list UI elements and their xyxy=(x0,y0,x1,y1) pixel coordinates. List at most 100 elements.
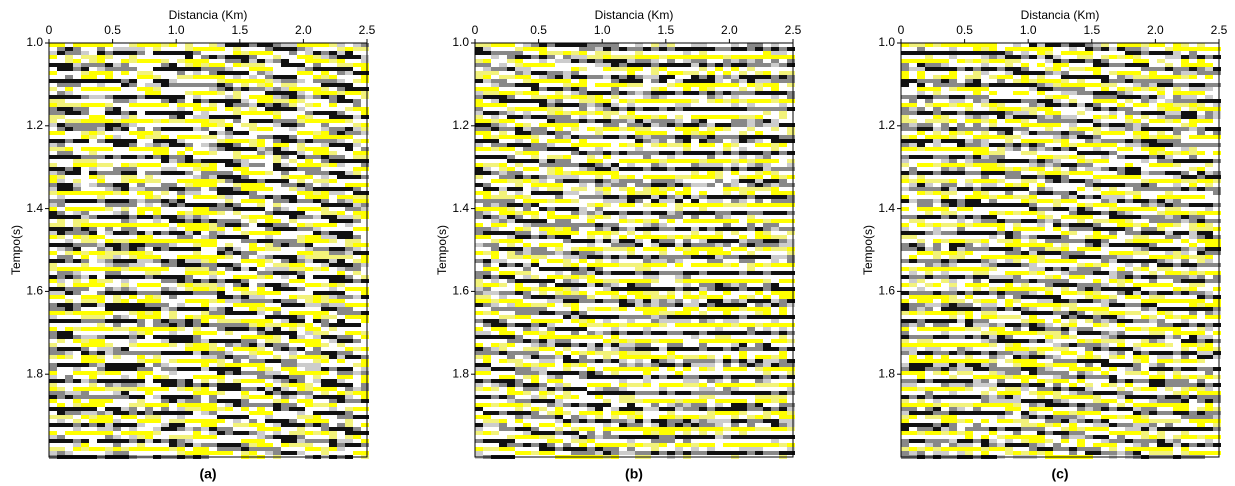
seismic-cell xyxy=(563,239,571,243)
seismic-cell xyxy=(305,267,313,271)
seismic-cell xyxy=(273,207,281,211)
seismic-cell xyxy=(603,199,611,203)
seismic-cell xyxy=(225,363,233,367)
seismic-cell xyxy=(675,279,683,283)
seismic-cell xyxy=(129,395,137,399)
seismic-cell xyxy=(475,259,483,263)
seismic-cell xyxy=(153,363,161,367)
seismic-cell xyxy=(305,147,313,151)
seismic-cell xyxy=(515,63,523,67)
seismic-cell xyxy=(787,303,795,307)
seismic-cell xyxy=(755,83,763,87)
seismic-cell xyxy=(595,47,603,51)
seismic-cell xyxy=(89,411,97,415)
seismic-cell xyxy=(65,243,73,247)
seismic-cell xyxy=(715,67,723,71)
seismic-cell xyxy=(65,191,73,195)
seismic-cell xyxy=(217,287,225,291)
seismic-cell xyxy=(345,255,353,259)
seismic-cell xyxy=(555,171,563,175)
seismic-cell xyxy=(611,95,619,99)
seismic-cell xyxy=(787,167,795,171)
seismic-cell xyxy=(691,299,699,303)
seismic-cell xyxy=(659,303,667,307)
seismic-cell xyxy=(555,195,563,199)
seismic-cell xyxy=(105,351,113,355)
seismic-cell xyxy=(755,195,763,199)
seismic-cell xyxy=(691,211,699,215)
seismic-cell xyxy=(201,115,209,119)
seismic-cell xyxy=(313,103,321,107)
seismic-cell xyxy=(627,255,635,259)
seismic-cell xyxy=(209,103,217,107)
seismic-cell xyxy=(683,79,691,83)
seismic-cell xyxy=(329,299,337,303)
seismic-cell xyxy=(619,271,627,275)
seismic-cell xyxy=(779,287,787,291)
seismic-cell xyxy=(297,387,305,391)
seismic-cell xyxy=(787,227,795,231)
seismic-cell xyxy=(627,243,635,247)
seismic-cell xyxy=(523,63,531,67)
seismic-cell xyxy=(321,299,329,303)
seismic-cell xyxy=(241,283,249,287)
seismic-cell xyxy=(321,251,329,255)
seismic-cell xyxy=(755,55,763,59)
seismic-cell xyxy=(353,63,361,67)
seismic-cell xyxy=(353,415,361,419)
seismic-cell xyxy=(739,75,747,79)
seismic-cell xyxy=(651,179,659,183)
seismic-cell xyxy=(499,103,507,107)
seismic-cell xyxy=(97,351,105,355)
seismic-cell xyxy=(241,395,249,399)
seismic-cell xyxy=(587,295,595,299)
seismic-cell xyxy=(105,319,113,323)
seismic-cell xyxy=(225,67,233,71)
seismic-cell xyxy=(771,151,779,155)
seismic-cell xyxy=(273,307,281,311)
seismic-cell xyxy=(177,379,185,383)
seismic-cell xyxy=(587,103,595,107)
seismic-cell xyxy=(105,127,113,131)
seismic-cell xyxy=(739,187,747,191)
seismic-cell xyxy=(787,231,795,235)
seismic-cell xyxy=(281,391,289,395)
seismic-cell xyxy=(345,247,353,251)
seismic-cell xyxy=(145,295,153,299)
seismic-cell xyxy=(321,147,329,151)
seismic-cell xyxy=(353,407,361,411)
seismic-cell xyxy=(289,359,297,363)
seismic-cell xyxy=(699,119,707,123)
seismic-cell xyxy=(555,71,563,75)
seismic-cell xyxy=(297,295,305,299)
seismic-cell xyxy=(57,219,65,223)
seismic-cell xyxy=(57,155,65,159)
seismic-cell xyxy=(241,379,249,383)
seismic-cell xyxy=(483,259,491,263)
seismic-cell xyxy=(297,303,305,307)
seismic-cell xyxy=(177,163,185,167)
seismic-cell xyxy=(89,87,97,91)
seismic-cell xyxy=(321,199,329,203)
seismic-cell xyxy=(635,43,643,47)
seismic-cell xyxy=(297,279,305,283)
seismic-cell xyxy=(683,123,691,127)
seismic-cell xyxy=(89,363,97,367)
seismic-cell xyxy=(137,251,145,255)
seismic-cell xyxy=(217,91,225,95)
seismic-cell xyxy=(499,335,507,339)
seismic-cell xyxy=(337,351,345,355)
seismic-cell xyxy=(225,387,233,391)
seismic-cell xyxy=(675,107,683,111)
seismic-cell xyxy=(265,259,273,263)
seismic-cell xyxy=(563,147,571,151)
seismic-cell xyxy=(595,167,603,171)
seismic-cell xyxy=(329,135,337,139)
seismic-cell xyxy=(97,371,105,375)
seismic-cell xyxy=(185,343,193,347)
seismic-cell xyxy=(89,327,97,331)
seismic-cell xyxy=(345,131,353,135)
seismic-cell xyxy=(779,327,787,331)
seismic-cell xyxy=(345,315,353,319)
seismic-cell xyxy=(611,223,619,227)
